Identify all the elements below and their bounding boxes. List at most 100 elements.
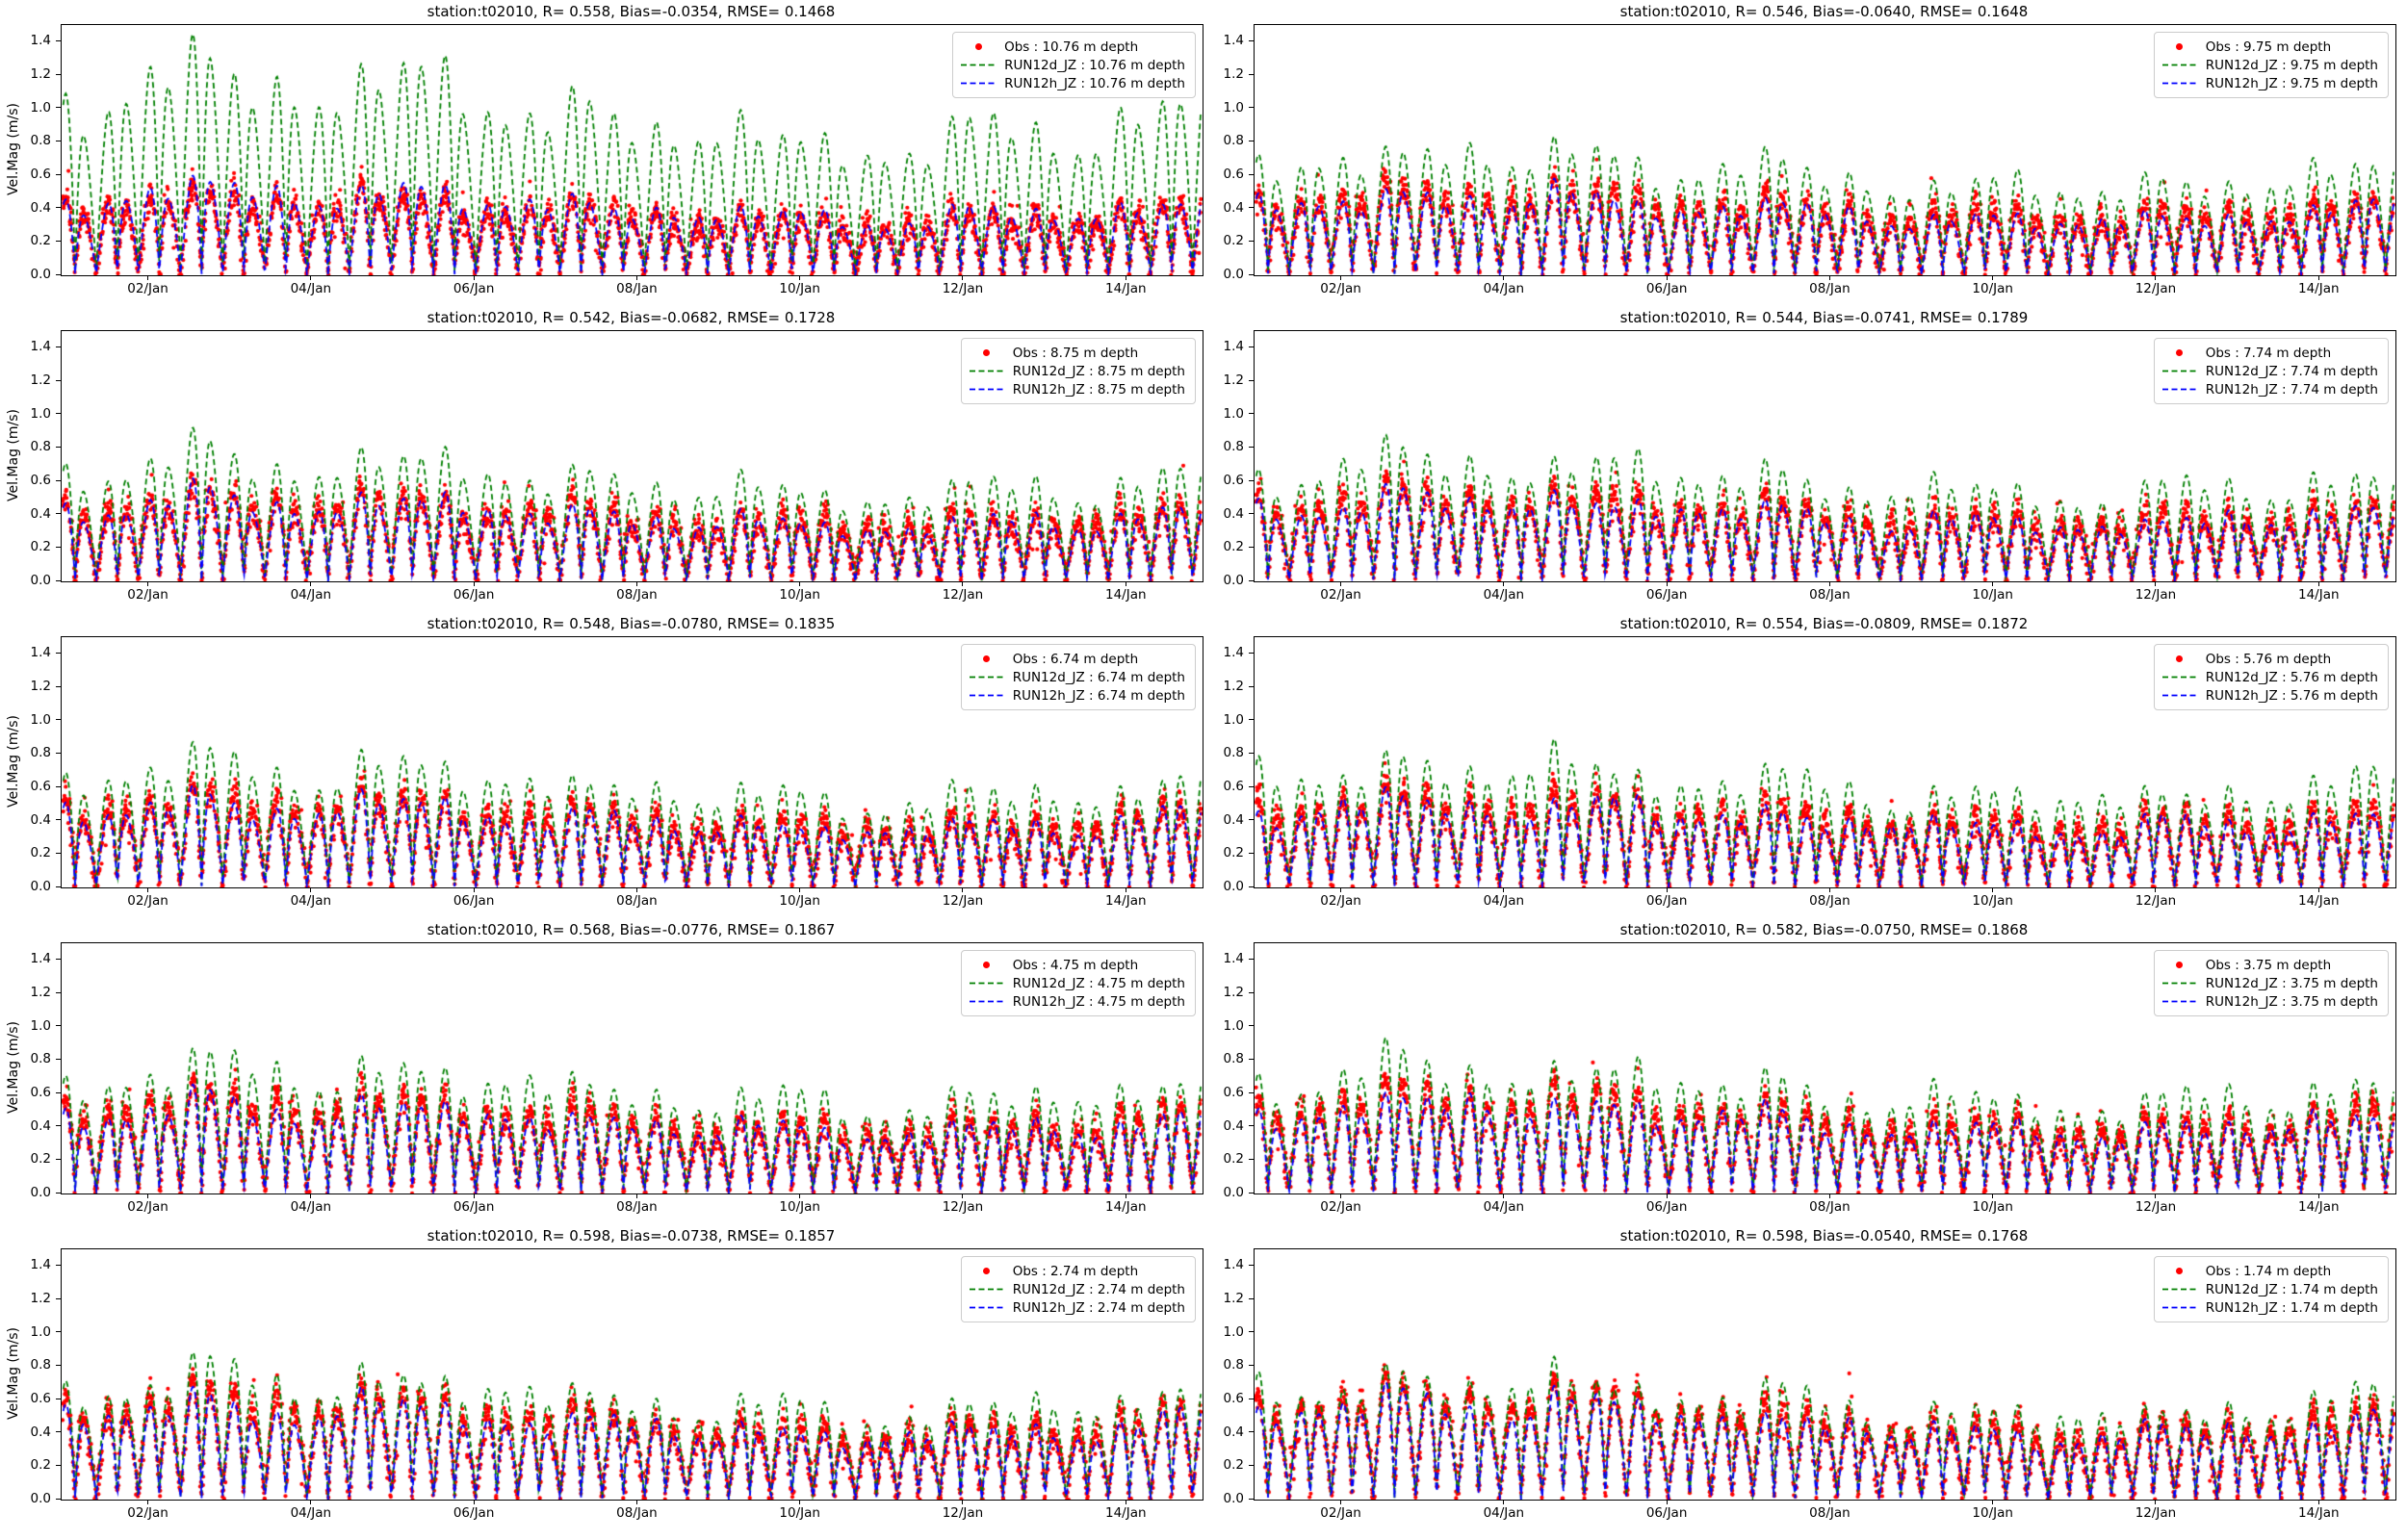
legend-label: Obs : 6.74 m depth — [1012, 651, 1139, 667]
legend-marker-dashed-line-icon — [2161, 369, 2197, 373]
y-tick-label: 1.2 — [1223, 372, 1244, 388]
y-tick — [56, 379, 61, 381]
legend-label: Obs : 4.75 m depth — [1012, 957, 1139, 973]
y-tick-label: 0.6 — [1223, 779, 1244, 794]
y-tick-label: 0.0 — [1223, 1491, 1244, 1506]
x-tick-label: 10/Jan — [1972, 1505, 2013, 1521]
y-tick — [1249, 479, 1254, 481]
x-tick-label: 12/Jan — [942, 1505, 984, 1521]
plot-area: Obs : 7.74 m depth RUN12d_JZ : 7.74 m dep… — [1254, 330, 2396, 582]
y-tick-label: 0.2 — [30, 845, 51, 861]
legend-entry: RUN12d_JZ : 9.75 m depth — [2161, 56, 2378, 74]
plot-area: Obs : 9.75 m depth RUN12d_JZ : 9.75 m dep… — [1254, 24, 2396, 276]
y-tick-label: 0.4 — [1223, 1117, 1244, 1134]
legend-marker-dot-icon — [2162, 349, 2197, 356]
x-tick-label: 12/Jan — [942, 1199, 984, 1215]
y-tick — [1249, 991, 1254, 993]
x-tick — [799, 581, 801, 586]
dashed-line-icon — [969, 982, 1004, 985]
y-tick — [1249, 1125, 1254, 1127]
y-tick-label: 0.4 — [1223, 199, 1244, 216]
y-tick-label: 0.0 — [30, 267, 51, 282]
y-tick — [56, 1498, 61, 1500]
dashed-line-icon — [969, 1306, 1004, 1309]
y-tick-label: 1.0 — [30, 99, 51, 116]
y-tick — [1249, 73, 1254, 75]
x-tick-label: 04/Jan — [290, 893, 332, 909]
x-tick-label: 14/Jan — [1105, 1199, 1147, 1215]
x-tick — [2317, 275, 2319, 280]
y-tick-label: 0.0 — [1223, 573, 1244, 588]
y-tick — [56, 107, 61, 109]
y-tick — [1249, 852, 1254, 854]
y-tick-label: 1.2 — [1223, 679, 1244, 694]
x-tick — [147, 1500, 149, 1504]
legend-entry: Obs : 9.75 m depth — [2162, 38, 2378, 56]
x-tick-label: 12/Jan — [942, 281, 984, 296]
plot-area: Obs : 1.74 m depth RUN12d_JZ : 1.74 m dep… — [1254, 1248, 2396, 1501]
obs-marker-icon — [2176, 349, 2184, 356]
y-tick — [1249, 240, 1254, 242]
plot-title: station:t02010, R= 0.582, Bias=-0.0750, … — [1619, 921, 2029, 938]
y-tick — [1249, 1058, 1254, 1060]
legend-entry: RUN12h_JZ : 6.74 m depth — [969, 686, 1185, 705]
x-tick — [962, 275, 964, 280]
y-tick — [1249, 446, 1254, 448]
x-tick — [473, 581, 475, 586]
legend-label: RUN12d_JZ : 8.75 m depth — [1012, 363, 1185, 379]
dashed-line-icon — [2161, 1000, 2197, 1003]
legend-entry: Obs : 5.76 m depth — [2162, 650, 2378, 668]
x-tick — [310, 1500, 312, 1504]
x-tick — [310, 887, 312, 892]
x-tick — [473, 887, 475, 892]
legend-entry: RUN12d_JZ : 1.74 m depth — [2161, 1280, 2378, 1298]
x-tick-label: 10/Jan — [779, 1505, 820, 1521]
y-tick — [1249, 652, 1254, 654]
x-tick — [1666, 1194, 1668, 1198]
legend-marker-dashed-line-icon — [969, 369, 1004, 373]
y-tick — [1249, 752, 1254, 754]
x-tick-label: 02/Jan — [1320, 893, 1361, 909]
plot-title: station:t02010, R= 0.568, Bias=-0.0776, … — [427, 921, 836, 938]
legend-marker-dashed-line-icon — [2161, 1305, 2197, 1310]
y-tick-label: 0.4 — [30, 505, 51, 522]
y-tick — [56, 479, 61, 481]
obs-marker-icon — [983, 655, 991, 662]
dashed-line-icon — [969, 694, 1004, 697]
y-tick — [1249, 1025, 1254, 1027]
legend-entry: Obs : 2.74 m depth — [970, 1262, 1185, 1280]
x-tick — [1666, 275, 1668, 280]
x-tick-label: 14/Jan — [2298, 281, 2340, 296]
plot-area: Obs : 4.75 m depth RUN12d_JZ : 4.75 m dep… — [61, 942, 1204, 1194]
x-tick-label: 06/Jan — [1645, 1505, 1688, 1521]
y-tick-label: 1.0 — [1223, 711, 1244, 728]
x-tick-label: 10/Jan — [779, 587, 820, 603]
y-tick — [56, 1297, 61, 1299]
x-tick — [1828, 275, 1830, 280]
y-tick — [56, 73, 61, 75]
y-tick — [1249, 273, 1254, 275]
x-tick-label: 02/Jan — [1320, 281, 1361, 296]
legend: Obs : 8.75 m depth RUN12d_JZ : 8.75 m dep… — [960, 338, 1196, 404]
x-tick-label: 14/Jan — [2298, 893, 2340, 909]
y-tick-label: 0.2 — [1223, 233, 1244, 249]
y-tick-label: 0.8 — [30, 1357, 51, 1373]
x-tick-label: 08/Jan — [1809, 281, 1851, 296]
y-tick — [56, 1431, 61, 1433]
y-tick-label: 1.4 — [1223, 951, 1244, 967]
y-tick — [56, 1364, 61, 1366]
x-tick-label: 08/Jan — [616, 1199, 658, 1215]
x-tick-label: 10/Jan — [1972, 587, 2013, 603]
y-axis-label: Vel.Mag (m/s) — [6, 714, 21, 808]
obs-marker-icon — [2176, 43, 2184, 50]
x-tick-label: 02/Jan — [1320, 1505, 1361, 1521]
legend-label: RUN12h_JZ : 1.74 m depth — [2205, 1299, 2378, 1316]
y-tick — [56, 719, 61, 721]
y-tick-label: 0.8 — [30, 439, 51, 455]
y-tick — [1249, 1158, 1254, 1160]
y-tick-label: 0.6 — [1223, 167, 1244, 182]
legend-marker-dashed-line-icon — [2161, 675, 2197, 680]
x-tick — [635, 275, 637, 280]
legend-marker-dashed-line-icon — [969, 1287, 1004, 1292]
legend-entry: RUN12h_JZ : 7.74 m depth — [2161, 380, 2378, 398]
